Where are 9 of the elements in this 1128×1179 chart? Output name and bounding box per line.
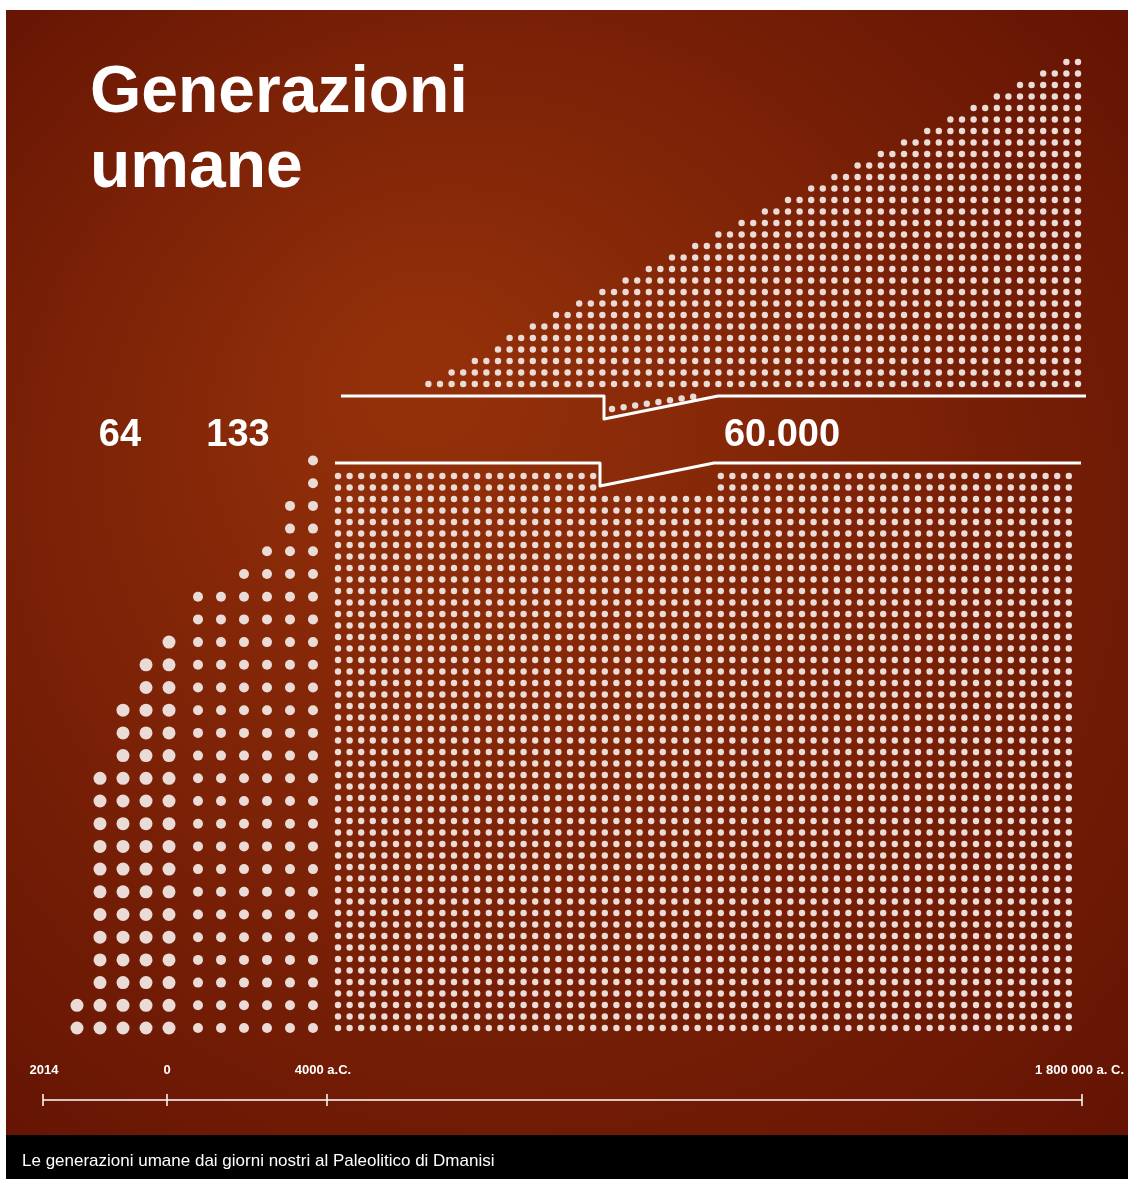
- text: 0: [163, 1062, 171, 1077]
- text: 2014: [29, 1062, 60, 1077]
- text: 4000 a.C.: [294, 1062, 352, 1077]
- text: Generazioni umane: [90, 52, 468, 201]
- data-label: 64: [98, 412, 142, 454]
- data-label: 133: [206, 412, 270, 454]
- text: 1 800 000 a. C.: [1035, 1062, 1124, 1077]
- data-label: 60.000: [723, 412, 841, 454]
- text: Le generazioni umane dai giorni nostri al Paleolitico di Dmanisi: [22, 1151, 495, 1170]
